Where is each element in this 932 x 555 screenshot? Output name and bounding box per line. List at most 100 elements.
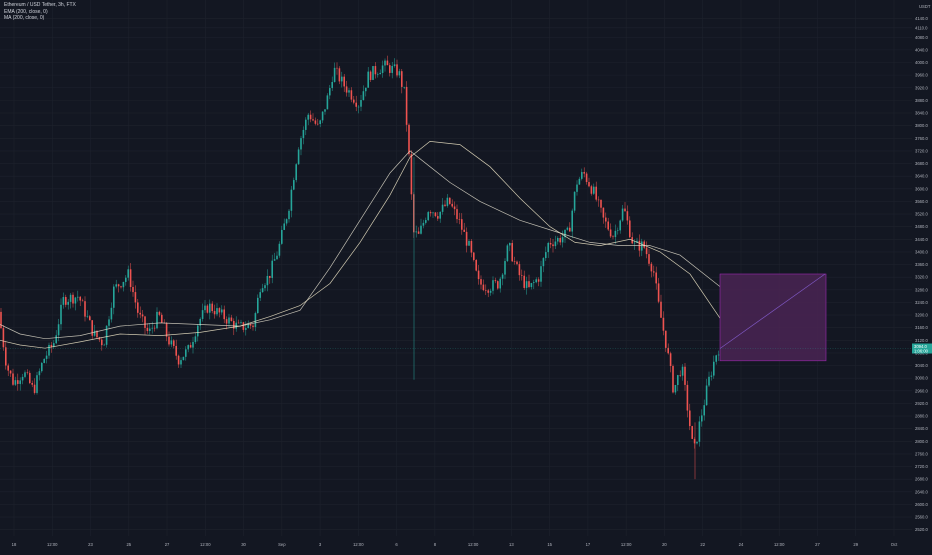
candle-body — [271, 260, 273, 278]
candle-body — [168, 336, 170, 345]
candle-body — [612, 236, 614, 238]
candle-body — [158, 311, 161, 315]
candle-body — [21, 376, 24, 381]
candle-body — [211, 303, 213, 312]
candle-body — [281, 229, 283, 244]
time-tick-label: 12:00 — [774, 542, 785, 547]
candle-body — [120, 286, 122, 288]
candle-body — [717, 354, 720, 356]
price-tick-label: 3160.0 — [915, 325, 928, 330]
candle-body — [177, 355, 180, 365]
candle-body — [5, 347, 7, 366]
candle-body — [439, 211, 441, 219]
candle-body — [180, 360, 182, 365]
candle-body — [441, 204, 444, 212]
candle-body — [653, 271, 655, 273]
candle-body — [393, 64, 396, 67]
candle-body — [201, 310, 204, 319]
candle-body — [101, 339, 103, 346]
price-axis[interactable]: USDT 4140.0 4110.0 4080.0 4040.0 4000.0 3960.0… — [0, 4, 932, 532]
candle-body — [53, 343, 55, 347]
candle-body — [665, 330, 667, 348]
candle-body — [482, 284, 485, 291]
candle-body — [463, 229, 465, 232]
candle-body — [72, 294, 74, 304]
price-tick-label: 2760.0 — [915, 451, 928, 456]
time-tick-label: 12:00 — [468, 542, 479, 547]
candle-body — [300, 138, 302, 150]
candle-body — [165, 323, 168, 337]
candle-body — [137, 302, 139, 313]
candle-body — [74, 297, 77, 304]
candle-body — [396, 64, 398, 76]
candle-body — [50, 344, 53, 347]
candle-body — [689, 410, 691, 427]
candle-body — [60, 304, 62, 325]
candle-body — [295, 164, 297, 181]
price-tick-label: 4110.0 — [915, 25, 928, 30]
candle-body — [348, 90, 350, 93]
price-tick-label: 3800.0 — [915, 123, 928, 128]
price-tick-label: 2960.0 — [915, 388, 928, 393]
candle-body — [129, 269, 132, 288]
candle-body — [703, 405, 705, 416]
candle-body — [485, 290, 487, 291]
candle-body — [105, 325, 108, 345]
candle-body — [307, 114, 309, 120]
candle-body — [29, 372, 31, 384]
candle-body — [705, 385, 708, 406]
time-tick-label: 27 — [165, 542, 170, 547]
time-axis[interactable]: 18 12:00 23 25 27 12:00 30 Sep 3 12:00 6 8 12:00 13 15… — [12, 542, 898, 547]
candle-body — [648, 254, 650, 264]
candle-body — [461, 219, 463, 230]
candle-body — [701, 415, 703, 422]
candle-body — [206, 305, 209, 313]
candle-body — [626, 211, 629, 221]
candle-body — [341, 76, 343, 82]
time-tick-label: 17 — [586, 542, 591, 547]
candle-body — [0, 311, 2, 329]
candle-body — [554, 241, 557, 247]
candle-body — [506, 245, 509, 262]
candle-body — [415, 231, 417, 233]
candle-body — [93, 330, 96, 336]
candle-body — [288, 210, 290, 220]
price-tick-label: 4080.0 — [915, 35, 928, 40]
candle-body — [187, 345, 189, 350]
candle-body — [24, 372, 26, 377]
price-tick-label: 4040.0 — [915, 47, 928, 52]
price-projection[interactable] — [719, 273, 827, 362]
symbol-title[interactable]: Ethereum / USD Tether, 3h, FTX — [4, 2, 76, 8]
candle-body — [7, 365, 9, 371]
candle-body — [139, 312, 141, 315]
candle-body — [125, 277, 127, 282]
candle-body — [127, 269, 129, 278]
candle-body — [453, 206, 456, 210]
price-tick-label: 3320.0 — [915, 275, 928, 280]
candle-body — [432, 212, 434, 214]
candle-body — [585, 173, 588, 183]
candle-body — [17, 380, 19, 384]
price-tick-label: 3640.0 — [915, 174, 928, 179]
price-tick-label: 3360.0 — [915, 262, 928, 267]
ema-indicator-label[interactable]: EMA (200, close, 0) — [4, 8, 48, 15]
candle-body — [98, 337, 101, 340]
candle-body — [43, 358, 45, 363]
candle-body — [221, 309, 223, 313]
time-tick-label: 12:00 — [353, 542, 364, 547]
candle-body — [557, 237, 559, 242]
candle-body — [283, 223, 285, 230]
candle-body — [156, 311, 158, 329]
candle-body — [297, 149, 300, 165]
candle-body — [451, 203, 453, 207]
candle-body — [69, 294, 72, 302]
candle-body — [696, 441, 698, 444]
price-tick-label: 3280.0 — [915, 287, 928, 292]
moving-average-lines — [0, 141, 721, 349]
candle-body — [314, 120, 317, 124]
candle-body — [523, 275, 525, 288]
price-tick-label: 2880.0 — [915, 414, 928, 419]
ma-indicator-label[interactable]: MA (200, close, 0) — [4, 15, 45, 21]
